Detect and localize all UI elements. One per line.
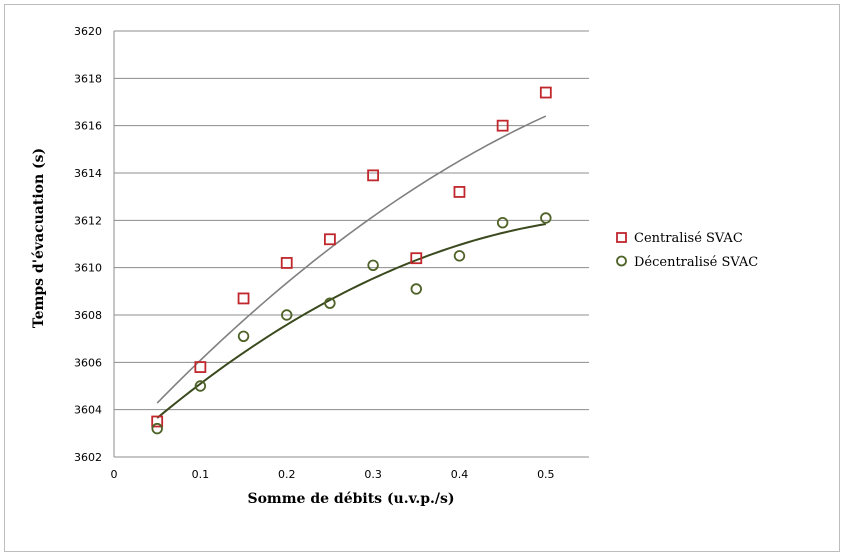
legend: Centralisé SVAC Décentralisé SVAC (616, 231, 758, 270)
y-tick-label: 3608 (74, 309, 102, 322)
data-point-decentralise (367, 259, 379, 271)
data-point-decentralise (237, 330, 250, 343)
data-point-decentralise (281, 309, 293, 321)
data-point-decentralise (324, 297, 336, 309)
scatter-chart: 3602 3604 3606 3608 3610 3612 3614 3616 3618 3620… (31, 25, 758, 507)
y-axis-title: Temps d'évacuation (s) (31, 148, 47, 328)
x-tick-label: 0 (111, 468, 118, 481)
trendline-decentralise (156, 223, 546, 419)
data-point-centralise (496, 119, 509, 132)
y-tick-labels: 3602 3604 3606 3608 3610 3612 3614 3616 3618 3620 (74, 25, 102, 464)
data-point-centralise (280, 257, 293, 269)
data-point-centralise (194, 361, 207, 373)
x-tick-label: 0.2 (278, 468, 296, 481)
data-point-decentralise (194, 380, 207, 392)
grid (114, 30, 589, 458)
data-point-centralise (453, 186, 466, 198)
legend-label-decentralise: Décentralisé SVAC (634, 255, 758, 270)
trendlines (156, 115, 547, 419)
data-point-decentralise (496, 216, 509, 229)
data-point-decentralise (540, 212, 552, 224)
data-point-decentralise (453, 250, 466, 262)
x-tick-label: 0.3 (364, 468, 382, 481)
trendline-centralise (156, 115, 547, 404)
data-point-centralise (324, 233, 336, 246)
x-tick-label: 0.1 (192, 468, 210, 481)
x-tick-label: 0.4 (451, 468, 469, 481)
legend-marker-centralise (616, 232, 627, 243)
data-point-centralise (539, 86, 552, 99)
y-tick-label: 3610 (74, 262, 102, 275)
y-tick-label: 3612 (74, 214, 102, 227)
data-point-centralise (367, 169, 379, 182)
y-tick-label: 3606 (74, 356, 102, 369)
x-axis-title: Somme de débits (u.v.p./s) (247, 491, 454, 507)
data-points (151, 86, 552, 435)
y-tick-label: 3618 (74, 72, 102, 85)
x-tick-label: 0.5 (537, 468, 555, 481)
y-tick-label: 3604 (74, 404, 102, 417)
data-point-centralise (151, 415, 164, 428)
y-tick-label: 3620 (74, 25, 102, 38)
chart-frame: 3602 3604 3606 3608 3610 3612 3614 3616 3618 3620… (4, 4, 840, 552)
legend-label-centralise: Centralisé SVAC (634, 231, 743, 246)
axes (113, 31, 589, 458)
legend-marker-decentralise (616, 255, 627, 267)
y-tick-label: 3602 (74, 451, 102, 464)
y-tick-label: 3614 (74, 167, 102, 180)
data-point-decentralise (151, 422, 163, 435)
data-point-centralise (410, 252, 423, 265)
data-point-decentralise (410, 283, 422, 295)
x-tick-labels: 0 0.1 0.2 0.3 0.4 0.5 (111, 468, 555, 481)
y-tick-label: 3616 (74, 120, 102, 133)
data-point-centralise (237, 292, 250, 305)
